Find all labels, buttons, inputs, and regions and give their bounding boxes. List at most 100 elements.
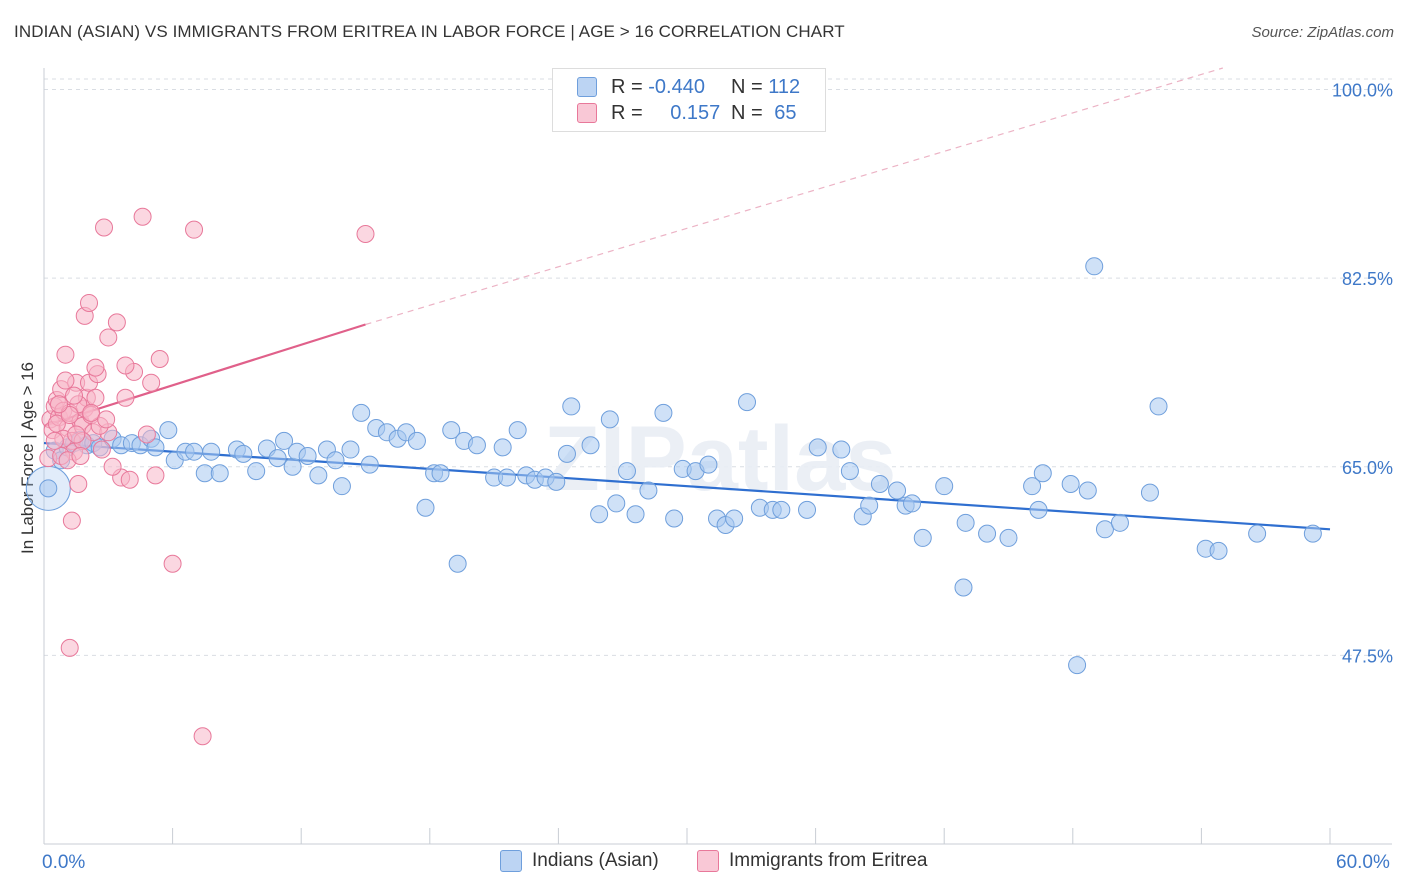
data-point [493, 438, 512, 457]
y-tick-label: 100.0% [1332, 81, 1393, 101]
data-point [137, 425, 156, 444]
watermark: ZIPatlas [544, 408, 897, 510]
data-point [107, 313, 126, 332]
data-point [247, 462, 266, 481]
legend-n-value: 65 [774, 101, 797, 124]
y-tick-labels: 47.5% 65.0% 82.5% 100.0% [1332, 81, 1393, 667]
data-point [133, 207, 152, 226]
data-point [416, 498, 435, 517]
data-point [86, 358, 105, 377]
data-point [283, 457, 302, 476]
data-point [332, 477, 351, 496]
bottom-legend-label-eritrea: Immigrants from Eritrea [729, 850, 928, 871]
data-point [309, 466, 328, 485]
data-point [62, 511, 81, 530]
legend-r-label: R = [611, 75, 643, 98]
data-point [407, 431, 426, 450]
legend-swatch-eritrea [577, 103, 597, 123]
data-point [234, 444, 253, 463]
data-point [935, 477, 954, 496]
data-point [1078, 481, 1097, 500]
data-point [56, 345, 75, 364]
data-point [193, 727, 212, 746]
data-point [69, 475, 88, 494]
data-point [954, 578, 973, 597]
data-point [448, 554, 467, 573]
data-point [195, 464, 214, 483]
data-points [25, 207, 1322, 746]
bottom-legend-eritrea[interactable]: Immigrants from Eritrea [697, 850, 927, 872]
data-point [1061, 475, 1080, 494]
data-point [71, 447, 90, 465]
data-point [1023, 477, 1042, 496]
data-point [600, 410, 619, 429]
legend-n-label: N = [731, 101, 763, 124]
data-point [298, 447, 317, 465]
data-point [60, 406, 79, 425]
data-point [547, 472, 566, 491]
data-point [562, 397, 581, 416]
bottom-legend: Indians (Asian) Immigrants from Eritrea [0, 850, 1406, 880]
legend-r-value: 0.157 [670, 101, 721, 124]
data-point [92, 440, 111, 459]
data-point [275, 431, 294, 450]
data-point [326, 451, 345, 470]
data-point [654, 403, 673, 422]
data-point [832, 440, 851, 459]
data-point [45, 431, 64, 450]
data-point [431, 464, 450, 483]
data-point [590, 505, 609, 524]
data-point [1303, 524, 1322, 543]
data-point [1085, 257, 1104, 276]
data-point [725, 509, 744, 528]
data-point [1033, 464, 1052, 483]
legend-swatch-indians [577, 77, 597, 97]
data-point [840, 462, 859, 481]
data-point [617, 462, 636, 481]
bottom-legend-indians[interactable]: Indians (Asian) [500, 850, 659, 872]
data-point [557, 444, 576, 463]
data-point [202, 442, 221, 461]
data-point [150, 350, 169, 368]
data-point [116, 356, 135, 375]
data-point [999, 528, 1018, 547]
data-point [210, 464, 229, 483]
source-label: Source: ZipAtlas.com [1251, 24, 1394, 41]
legend-n-value: 112 [768, 75, 801, 98]
data-point [142, 373, 161, 392]
data-point [626, 505, 645, 524]
data-point [146, 466, 165, 485]
data-point [103, 457, 122, 476]
data-point [163, 554, 182, 573]
chart-title: INDIAN (ASIAN) VS IMMIGRANTS FROM ERITRE… [14, 22, 845, 41]
data-point [50, 395, 69, 414]
data-point [870, 475, 889, 494]
data-point [80, 293, 99, 312]
data-point [185, 442, 204, 461]
legend-row-eritrea: R = 0.157 N = 65 [577, 101, 797, 125]
data-point [1068, 656, 1087, 675]
x-tick-label-min: 0.0% [42, 852, 86, 873]
data-point [808, 438, 827, 457]
data-point [159, 421, 178, 440]
data-point [888, 481, 907, 500]
data-point [60, 638, 79, 657]
data-point [341, 440, 360, 459]
data-point [56, 371, 75, 390]
data-point [699, 455, 718, 474]
data-point [508, 421, 527, 440]
x-tick-label-max: 60.0% [1336, 852, 1390, 873]
data-point [581, 436, 600, 455]
data-point [146, 438, 165, 457]
y-tick-label: 65.0% [1342, 458, 1393, 478]
data-point [1110, 513, 1129, 532]
data-point [860, 496, 879, 515]
data-point [97, 410, 116, 429]
data-point [978, 524, 997, 543]
data-point [738, 393, 757, 412]
legend-box: R = -0.440 N = 112 R = 0.157 N = 65 [552, 68, 826, 132]
data-point [120, 470, 139, 489]
data-point [39, 479, 58, 498]
data-point [903, 494, 922, 513]
